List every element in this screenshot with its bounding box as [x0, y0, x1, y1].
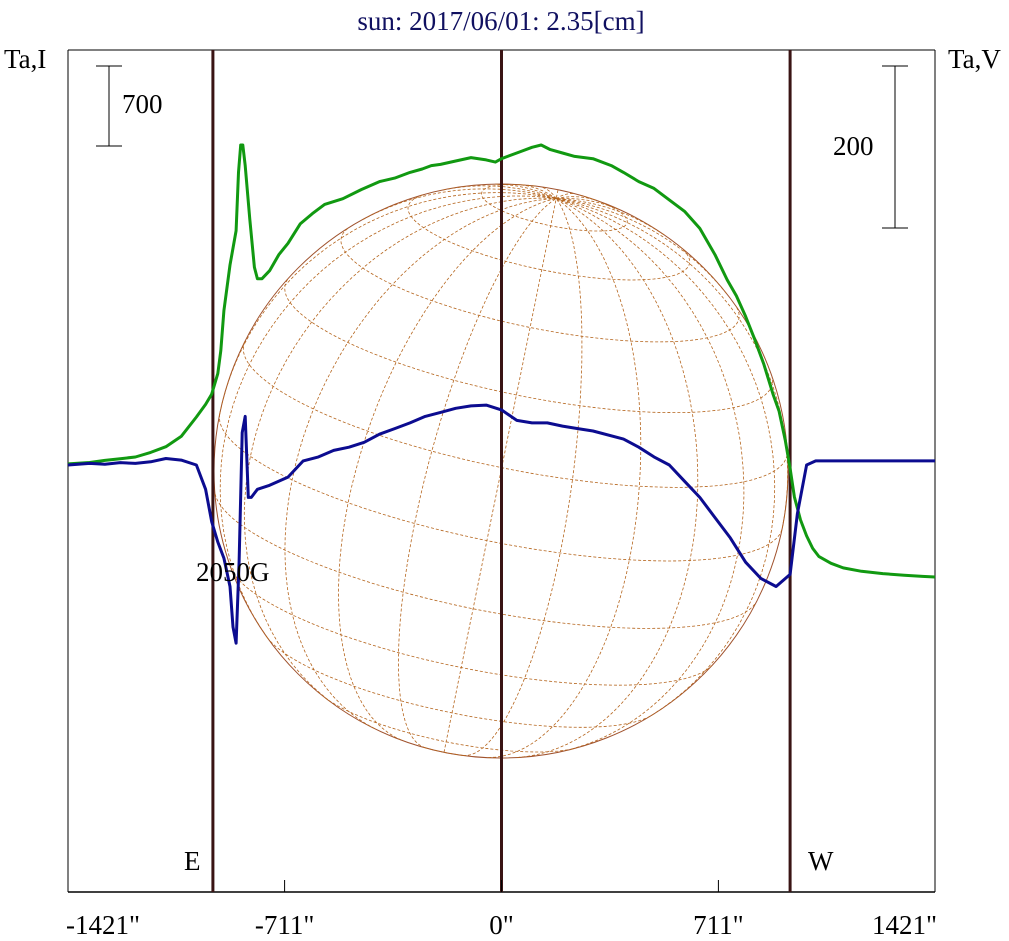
x-tick-label: -711": [255, 910, 315, 940]
longitude-line: [556, 196, 594, 200]
longitude-line: [284, 198, 557, 729]
longitude-line: [495, 183, 557, 199]
longitude-line: [556, 197, 619, 210]
scale-bar-right-label: 200: [833, 131, 874, 161]
latitude-line: [324, 697, 576, 753]
scale-bar-left-label: 700: [122, 89, 163, 119]
limb-label-west: W: [808, 846, 834, 876]
latitude-line: [266, 637, 652, 728]
longitude-line: [556, 198, 789, 529]
latitude-line: [425, 747, 464, 756]
longitude-line: [443, 198, 557, 753]
latitude-line: [214, 493, 756, 629]
longitude-line: [219, 192, 557, 415]
longitude-line: [556, 198, 665, 236]
latitude-line: [284, 279, 773, 413]
longitude-line: [555, 189, 559, 199]
latitude-line: [230, 567, 713, 686]
longitude-line: [556, 198, 727, 294]
latitude-line: [242, 341, 788, 488]
longitude-line: [488, 198, 642, 758]
longitude-line: [442, 185, 557, 199]
x-ticks: -1421" -711" 0" 711" 1421": [66, 880, 937, 940]
latitude-line: [340, 228, 740, 343]
reference-lines: [211, 50, 792, 892]
latitude-line: [407, 194, 691, 281]
series-line-intensity: [67, 143, 936, 579]
scale-bar-left: [96, 65, 122, 147]
series-layer: [67, 143, 936, 645]
x-tick-label: -1421": [66, 910, 140, 940]
series-line-polarization: [67, 403, 935, 645]
longitude-line: [463, 198, 583, 756]
limb-label-east: E: [184, 846, 201, 876]
longitude-line: [521, 184, 557, 199]
x-tick-label: 711": [693, 910, 744, 940]
longitude-line: [517, 198, 699, 758]
magnetic-field-annotation: 2050G: [196, 557, 270, 587]
longitude-line: [556, 193, 574, 199]
longitude-line: [243, 197, 557, 701]
y-axis-label-right: Ta,V: [948, 44, 1001, 74]
scale-bar-right: [882, 65, 908, 229]
longitude-line: [397, 198, 557, 749]
x-tick-label: 1421": [872, 910, 937, 940]
x-tick-label: 0": [489, 910, 514, 940]
y-axis-label-left: Ta,I: [4, 44, 46, 74]
longitude-line: [362, 188, 557, 220]
longitude-line: [556, 198, 745, 750]
chart-title: sun: 2017/06/01: 2.35[cm]: [357, 6, 644, 36]
longitude-line: [219, 195, 557, 638]
longitude-line: [542, 187, 557, 199]
longitude-line: [338, 198, 557, 741]
longitude-line: [556, 198, 776, 716]
